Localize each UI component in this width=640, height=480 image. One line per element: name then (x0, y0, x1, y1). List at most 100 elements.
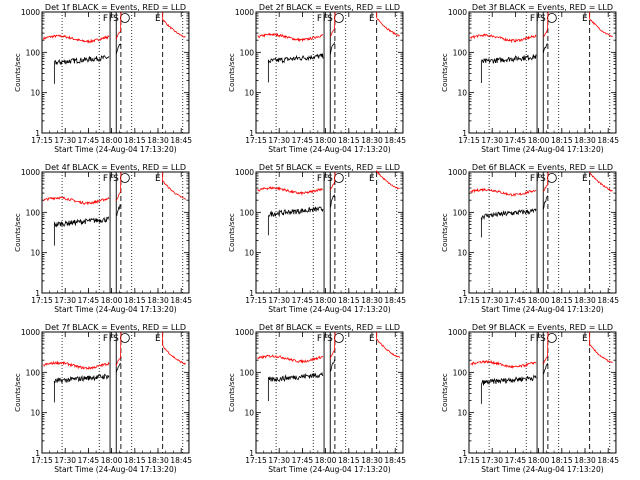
x-tick-label: 18:30 (574, 136, 596, 145)
series-lld (257, 354, 324, 364)
marker-label: S (113, 174, 119, 184)
y-axis-label: Counts/sec (228, 53, 236, 92)
x-tick-label: 18:00 (528, 136, 550, 145)
x-tick-label: 18:45 (384, 136, 406, 145)
marker-label: F (536, 14, 541, 24)
marker-label: E (582, 174, 588, 184)
plot-frame (41, 11, 190, 134)
x-tick-label: 18:00 (528, 456, 550, 465)
x-tick-label: 17:30 (481, 296, 503, 305)
marker-label: F (317, 334, 322, 344)
marker-circle (333, 333, 344, 343)
x-tick-label: 17:15 (31, 296, 53, 305)
x-tick-label: 18:15 (338, 456, 360, 465)
marker-label: F (530, 14, 535, 24)
x-axis-label: Start Time (24-Aug-04 17:13:20) (268, 465, 390, 474)
x-tick-label: 18:30 (361, 296, 383, 305)
x-tick-label: 17:45 (505, 456, 527, 465)
plot-frame (255, 171, 404, 294)
series-lld (589, 171, 613, 192)
x-tick-label: 18:15 (124, 296, 146, 305)
series-events (542, 195, 548, 210)
series-lld (162, 332, 186, 365)
x-tick-label: 18:45 (597, 456, 619, 465)
series-lld (542, 11, 550, 38)
x-tick-label: 17:45 (292, 296, 314, 305)
x-tick-label: 18:15 (551, 456, 573, 465)
x-tick-label: 17:15 (458, 296, 480, 305)
y-tick-label: 1 (35, 289, 40, 298)
x-axis-label: Start Time (24-Aug-04 17:13:20) (481, 465, 603, 474)
panel-5: Det 5f BLACK = Events, RED = LLD 1 10 100 10… (228, 163, 406, 314)
series-lld (43, 196, 110, 206)
x-tick-label: 17:45 (78, 136, 100, 145)
y-axis-label: Counts/sec (14, 373, 22, 412)
series-lld (115, 11, 123, 40)
series-lld (115, 331, 123, 367)
x-tick-label: 17:15 (31, 456, 53, 465)
panel-6: Det 6f BLACK = Events, RED = LLD 1 10 100 10… (441, 163, 619, 314)
series-lld (376, 332, 400, 358)
series-lld (470, 359, 537, 369)
panel-title: Det 4f BLACK = Events, RED = LLD (45, 163, 186, 172)
y-tick-label: 1000 (21, 168, 40, 177)
x-tick-label: 17:15 (458, 456, 480, 465)
marker-label: F (323, 334, 328, 344)
y-axis-label: Counts/sec (441, 373, 449, 412)
y-tick-label: 10 (30, 89, 40, 98)
y-tick-label: 1 (35, 449, 40, 458)
marker-circle (119, 13, 130, 23)
x-tick-label: 18:45 (170, 456, 192, 465)
x-tick-label: 18:00 (101, 136, 123, 145)
marker-label: F (323, 174, 328, 184)
y-tick-label: 1 (35, 129, 40, 138)
x-tick-label: 17:15 (245, 456, 267, 465)
panel-7: Det 7f BLACK = Events, RED = LLD 1 10 100 10… (14, 323, 192, 474)
series-events (115, 362, 121, 373)
x-tick-label: 18:15 (551, 296, 573, 305)
panel-3: Det 3f BLACK = Events, RED = LLD 1 10 100 10… (441, 3, 619, 154)
x-tick-label: 17:30 (268, 136, 290, 145)
y-axis-label: Counts/sec (14, 213, 22, 252)
panel-2: Det 2f BLACK = Events, RED = LLD 1 10 100 10… (228, 3, 406, 154)
y-axis-label: Counts/sec (441, 53, 449, 92)
series-lld (542, 331, 550, 365)
x-tick-label: 17:45 (505, 136, 527, 145)
y-tick-label: 10 (30, 409, 40, 418)
plot-frame (255, 331, 404, 454)
x-axis-label: Start Time (24-Aug-04 17:13:20) (54, 305, 176, 314)
x-tick-label: 18:15 (124, 136, 146, 145)
series-lld (257, 32, 324, 43)
marker-circle (546, 13, 557, 23)
x-tick-label: 18:45 (597, 296, 619, 305)
series-events (267, 53, 324, 83)
marker-label: F (530, 334, 535, 344)
marker-label: E (369, 174, 375, 184)
series-events (116, 203, 121, 216)
y-tick-label: 1 (462, 129, 467, 138)
series-lld (589, 12, 613, 38)
y-tick-label: 1 (249, 449, 254, 458)
panel-8: Det 8f BLACK = Events, RED = LLD 1 10 100 10… (228, 323, 406, 474)
x-tick-label: 18:15 (124, 456, 146, 465)
x-tick-label: 18:00 (315, 136, 337, 145)
y-tick-label: 1000 (448, 168, 467, 177)
marker-label: S (113, 334, 119, 344)
series-lld (257, 186, 324, 196)
marker-label: F (103, 174, 108, 184)
y-tick-label: 10 (457, 249, 467, 258)
series-lld (589, 332, 613, 363)
y-axis-label: Counts/sec (228, 213, 236, 252)
x-tick-label: 17:45 (292, 136, 314, 145)
y-tick-label: 1000 (21, 328, 40, 337)
x-tick-label: 18:00 (315, 456, 337, 465)
y-tick-label: 10 (244, 89, 254, 98)
y-tick-label: 1 (462, 449, 467, 458)
x-tick-label: 18:00 (315, 296, 337, 305)
marker-circle (546, 173, 557, 183)
series-lld (542, 171, 550, 192)
series-lld (376, 12, 400, 37)
x-tick-label: 17:45 (505, 296, 527, 305)
x-tick-label: 18:15 (338, 296, 360, 305)
series-lld (376, 170, 400, 190)
